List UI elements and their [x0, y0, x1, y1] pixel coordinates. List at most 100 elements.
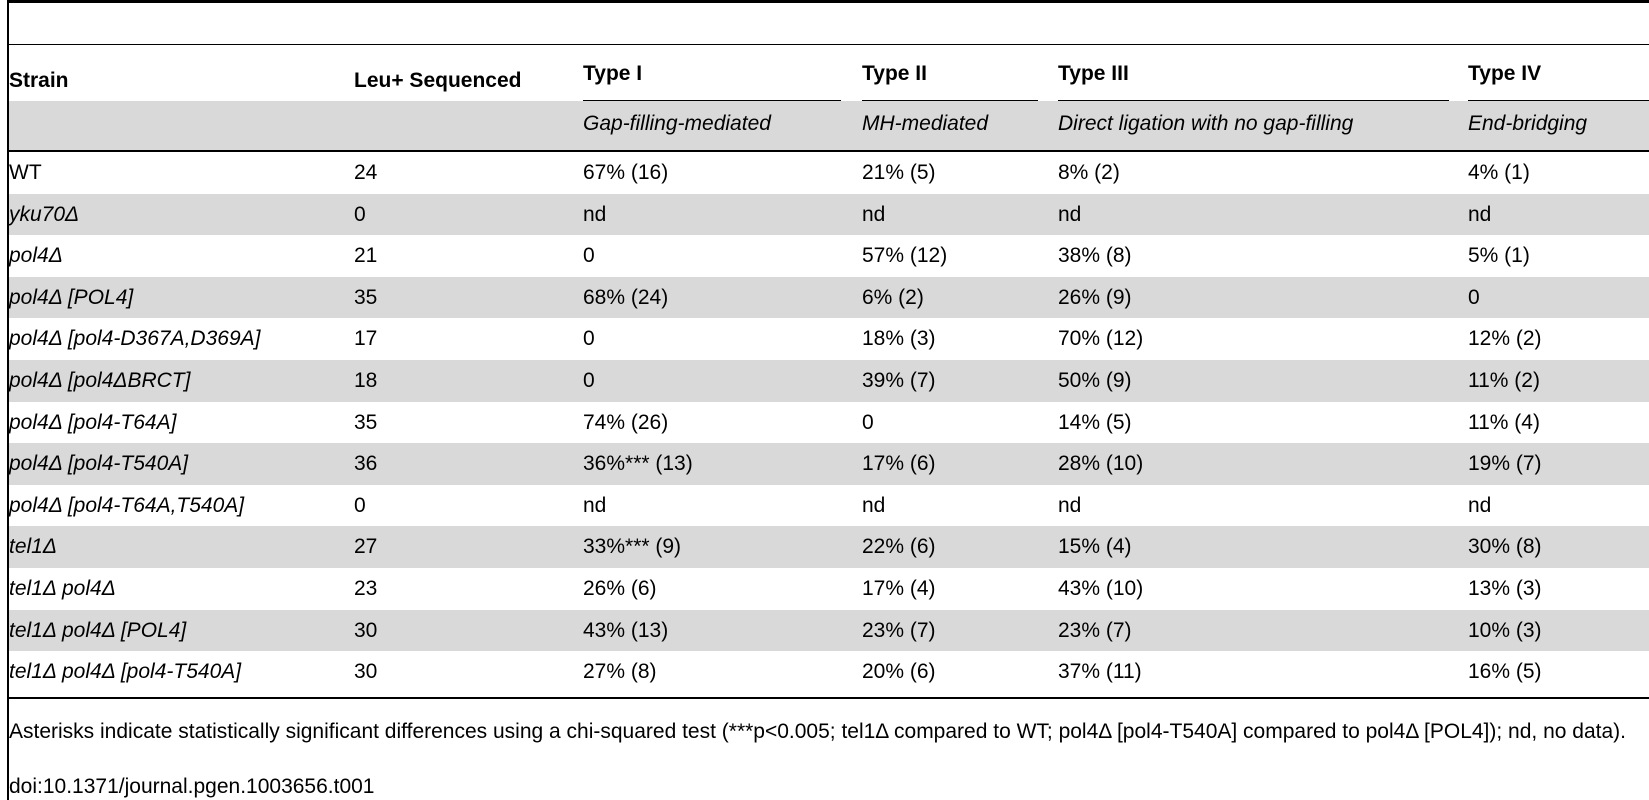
cell-type-2: 6% (2): [862, 285, 924, 309]
table-row: pol4Δ [pol4-T64A,T540A] 0 nd nd nd nd: [9, 485, 1649, 527]
cell-type-1: nd: [583, 493, 607, 517]
left-frame-line: [7, 0, 9, 800]
cell-leu-sequenced: 17: [354, 327, 378, 351]
cell-type-1: 68% (24): [583, 285, 669, 309]
cell-leu-sequenced: 36: [354, 452, 378, 476]
doi-line: doi:10.1371/journal.pgen.1003656.t001: [9, 775, 375, 798]
cell-type-4: 5% (1): [1468, 244, 1530, 268]
cell-type-2: nd: [862, 202, 886, 226]
cell-type-3: 37% (11): [1058, 660, 1142, 684]
cell-type-3: 23% (7): [1058, 618, 1132, 642]
subheader-type-2: MH-mediated: [862, 112, 989, 135]
cell-type-2: 23% (7): [862, 618, 936, 642]
cell-leu-sequenced: 30: [354, 660, 378, 684]
cell-type-4: 11% (4): [1468, 410, 1540, 434]
cell-type-2: 22% (6): [862, 535, 936, 559]
cell-leu-sequenced: 30: [354, 618, 378, 642]
cell-strain: pol4Δ: [9, 244, 63, 268]
cell-type-1: 0: [583, 369, 595, 392]
cell-leu-sequenced: 0: [354, 202, 366, 226]
table-row: tel1Δ 27 33%*** (9) 22% (6) 15% (4) 30% (8): [9, 526, 1649, 568]
cell-type-3: 15% (4): [1058, 535, 1132, 559]
table-body-rule: [9, 150, 1649, 152]
cell-type-2: 18% (3): [862, 327, 936, 351]
header-type-1: Type I: [583, 62, 643, 85]
cell-type-3: 50% (9): [1058, 369, 1132, 392]
cell-strain: pol4Δ [pol4-T540A]: [9, 452, 189, 476]
cell-type-3: 14% (5): [1058, 410, 1132, 434]
table-row: pol4Δ [POL4] 35 68% (24) 6% (2) 26% (9) 0: [9, 276, 1649, 319]
cell-type-2: 57% (12): [862, 244, 948, 268]
cell-type-2: 17% (4): [862, 577, 936, 600]
cell-type-4: 12% (2): [1468, 327, 1542, 351]
cell-type-4: 16% (5): [1468, 660, 1542, 684]
cell-type-1: 27% (8): [583, 660, 657, 684]
table-row: tel1Δ pol4Δ [POL4] 30 43% (13) 23% (7) 23% (…: [9, 609, 1649, 652]
cell-type-1: 33%*** (9): [583, 535, 682, 559]
cell-type-4: 11% (2): [1468, 369, 1540, 392]
cell-type-1: 74% (26): [583, 410, 669, 434]
header-type-4: Type IV: [1468, 62, 1542, 85]
cell-type-1: 67% (16): [583, 161, 669, 184]
table-row: tel1Δ pol4Δ 23 26% (6) 17% (4) 43% (10) 13% (…: [9, 568, 1649, 610]
cell-type-4: nd: [1468, 493, 1492, 517]
cell-strain: pol4Δ [pol4ΔBRCT]: [9, 369, 191, 392]
cell-type-2: 0: [862, 410, 874, 434]
table-row: pol4Δ [pol4-T540A] 36 36%*** (13) 17% (6) 28…: [9, 443, 1649, 485]
table-footnote: Asterisks indicate statistically signifi…: [9, 720, 1626, 743]
cell-type-2: 21% (5): [862, 161, 936, 184]
type-4-underline: [1468, 100, 1649, 101]
cell-type-4: 0: [1468, 285, 1480, 309]
type-3-underline: [1058, 100, 1449, 101]
cell-strain: tel1Δ: [9, 535, 57, 559]
cell-type-3: 43% (10): [1058, 577, 1144, 600]
cell-type-3: nd: [1058, 202, 1082, 226]
table-row: pol4Δ [pol4-T64A] 35 74% (26) 0 14% (5) 11% (…: [9, 402, 1649, 444]
cell-type-3: 38% (8): [1058, 244, 1132, 268]
table-row: yku70Δ 0 nd nd nd nd: [9, 193, 1649, 236]
cell-leu-sequenced: 27: [354, 535, 378, 559]
cell-type-4: 30% (8): [1468, 535, 1542, 559]
cell-type-1: 43% (13): [583, 618, 669, 642]
cell-strain: yku70Δ: [9, 202, 80, 226]
cell-type-4: 10% (3): [1468, 618, 1542, 642]
cell-type-4: 13% (3): [1468, 577, 1542, 600]
cell-type-3: 28% (10): [1058, 452, 1144, 476]
cell-strain: tel1Δ pol4Δ: [9, 577, 116, 600]
cell-type-1: 36%*** (13): [583, 452, 693, 476]
cell-strain: pol4Δ [pol4-T64A]: [9, 410, 177, 434]
cell-type-4: nd: [1468, 202, 1492, 226]
cell-leu-sequenced: 23: [354, 577, 378, 600]
cell-strain: WT: [9, 161, 42, 184]
table-row: pol4Δ 21 0 57% (12) 38% (8) 5% (1): [9, 235, 1649, 277]
cell-type-2: 39% (7): [862, 369, 936, 392]
subheader-type-3: Direct ligation with no gap-filling: [1058, 112, 1354, 135]
subheader-type-4: End-bridging: [1468, 112, 1588, 135]
cell-type-3: 70% (12): [1058, 327, 1144, 351]
table-row: pol4Δ [pol4ΔBRCT] 18 0 39% (7) 50% (9) 11% (2…: [9, 360, 1649, 402]
cell-strain: pol4Δ [pol4-D367A,D369A]: [9, 327, 261, 351]
cell-type-1: 0: [583, 327, 595, 351]
header-strain: Strain: [9, 69, 69, 92]
subheader-type-1: Gap-filling-mediated: [583, 112, 771, 135]
header-type-3: Type III: [1058, 62, 1129, 85]
cell-type-1: 0: [583, 244, 595, 268]
cell-type-4: 19% (7): [1468, 452, 1542, 476]
cell-type-1: 26% (6): [583, 577, 657, 600]
header-type-2: Type II: [862, 62, 927, 85]
cell-strain: tel1Δ pol4Δ [POL4]: [9, 618, 187, 642]
cell-strain: pol4Δ [POL4]: [9, 285, 134, 309]
cell-leu-sequenced: 24: [354, 161, 378, 184]
header-leu-sequenced: Leu+ Sequenced: [354, 69, 522, 92]
cell-leu-sequenced: 35: [354, 285, 378, 309]
cell-type-4: 4% (1): [1468, 161, 1530, 184]
table-row: tel1Δ pol4Δ [pol4-T540A] 30 27% (8) 20% (6)…: [9, 651, 1649, 693]
cell-type-3: 26% (9): [1058, 285, 1132, 309]
cell-type-3: 8% (2): [1058, 161, 1120, 184]
table-row: WT 24 67% (16) 21% (5) 8% (2) 4% (1): [9, 152, 1649, 194]
cell-strain: pol4Δ [pol4-T64A,T540A]: [9, 493, 245, 517]
table-top-rule: [9, 0, 1649, 3]
table-row: pol4Δ [pol4-D367A,D369A] 17 0 18% (3) 70% (1…: [9, 318, 1649, 360]
type-2-underline: [862, 100, 1038, 101]
cell-strain: tel1Δ pol4Δ [pol4-T540A]: [9, 660, 242, 684]
